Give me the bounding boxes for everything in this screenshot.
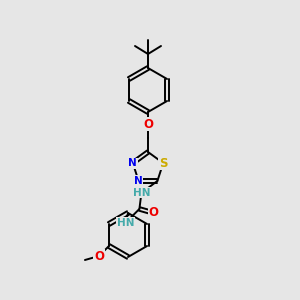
Text: HN: HN <box>117 218 134 228</box>
Text: S: S <box>159 157 167 169</box>
Text: N: N <box>134 176 143 186</box>
Text: N: N <box>128 158 137 168</box>
Text: O: O <box>94 250 104 262</box>
Text: O: O <box>148 206 158 219</box>
Text: O: O <box>143 118 153 130</box>
Text: HN: HN <box>133 188 150 198</box>
